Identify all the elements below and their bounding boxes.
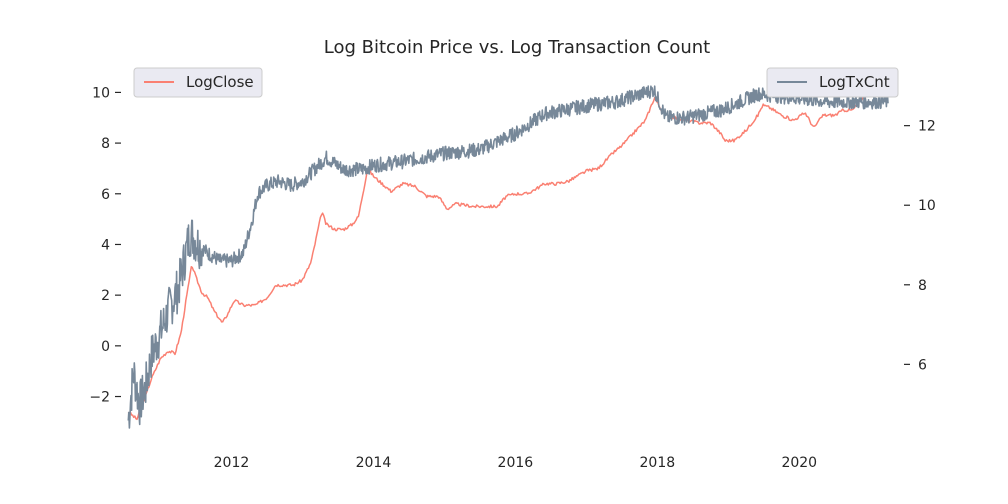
x-tick-label: 2020	[781, 455, 817, 471]
legend-logclose-label: LogClose	[186, 73, 254, 91]
legend-logclose: LogClose	[133, 67, 263, 98]
x-tick-label: 2016	[498, 455, 534, 471]
left-y-tick-label: 8	[101, 136, 110, 152]
right-y-tick-label: 12	[918, 119, 936, 135]
right-y-tick-label: 10	[918, 198, 936, 214]
x-axis: 2012 2014 2016 2018 2020	[214, 455, 817, 471]
plot-area	[127, 70, 889, 429]
right-y-tick-label: 6	[918, 357, 927, 373]
legend-logtxcnt-label: LogTxCnt	[819, 73, 890, 91]
left-y-tick-label: 10	[92, 85, 110, 101]
left-y-tick-label: 4	[101, 237, 110, 253]
right-y-axis: 6 8 10 12	[904, 119, 936, 373]
left-y-axis: −2 0 2 4 6 8 10	[89, 85, 121, 406]
series-line-logtxcnt	[127, 85, 889, 429]
right-y-tick-label: 8	[918, 278, 927, 294]
x-tick-label: 2018	[640, 455, 676, 471]
left-y-tick-label: 2	[101, 288, 110, 304]
left-y-tick-label: 6	[101, 187, 110, 203]
series-line-logclose	[127, 70, 889, 421]
left-y-tick-label: 0	[101, 339, 110, 355]
x-tick-label: 2012	[214, 455, 250, 471]
x-tick-label: 2014	[356, 455, 392, 471]
left-y-tick-label: −2	[89, 390, 110, 406]
chart-title: Log Bitcoin Price vs. Log Transaction Co…	[324, 37, 710, 58]
legend-logtxcnt: LogTxCnt	[766, 67, 899, 98]
